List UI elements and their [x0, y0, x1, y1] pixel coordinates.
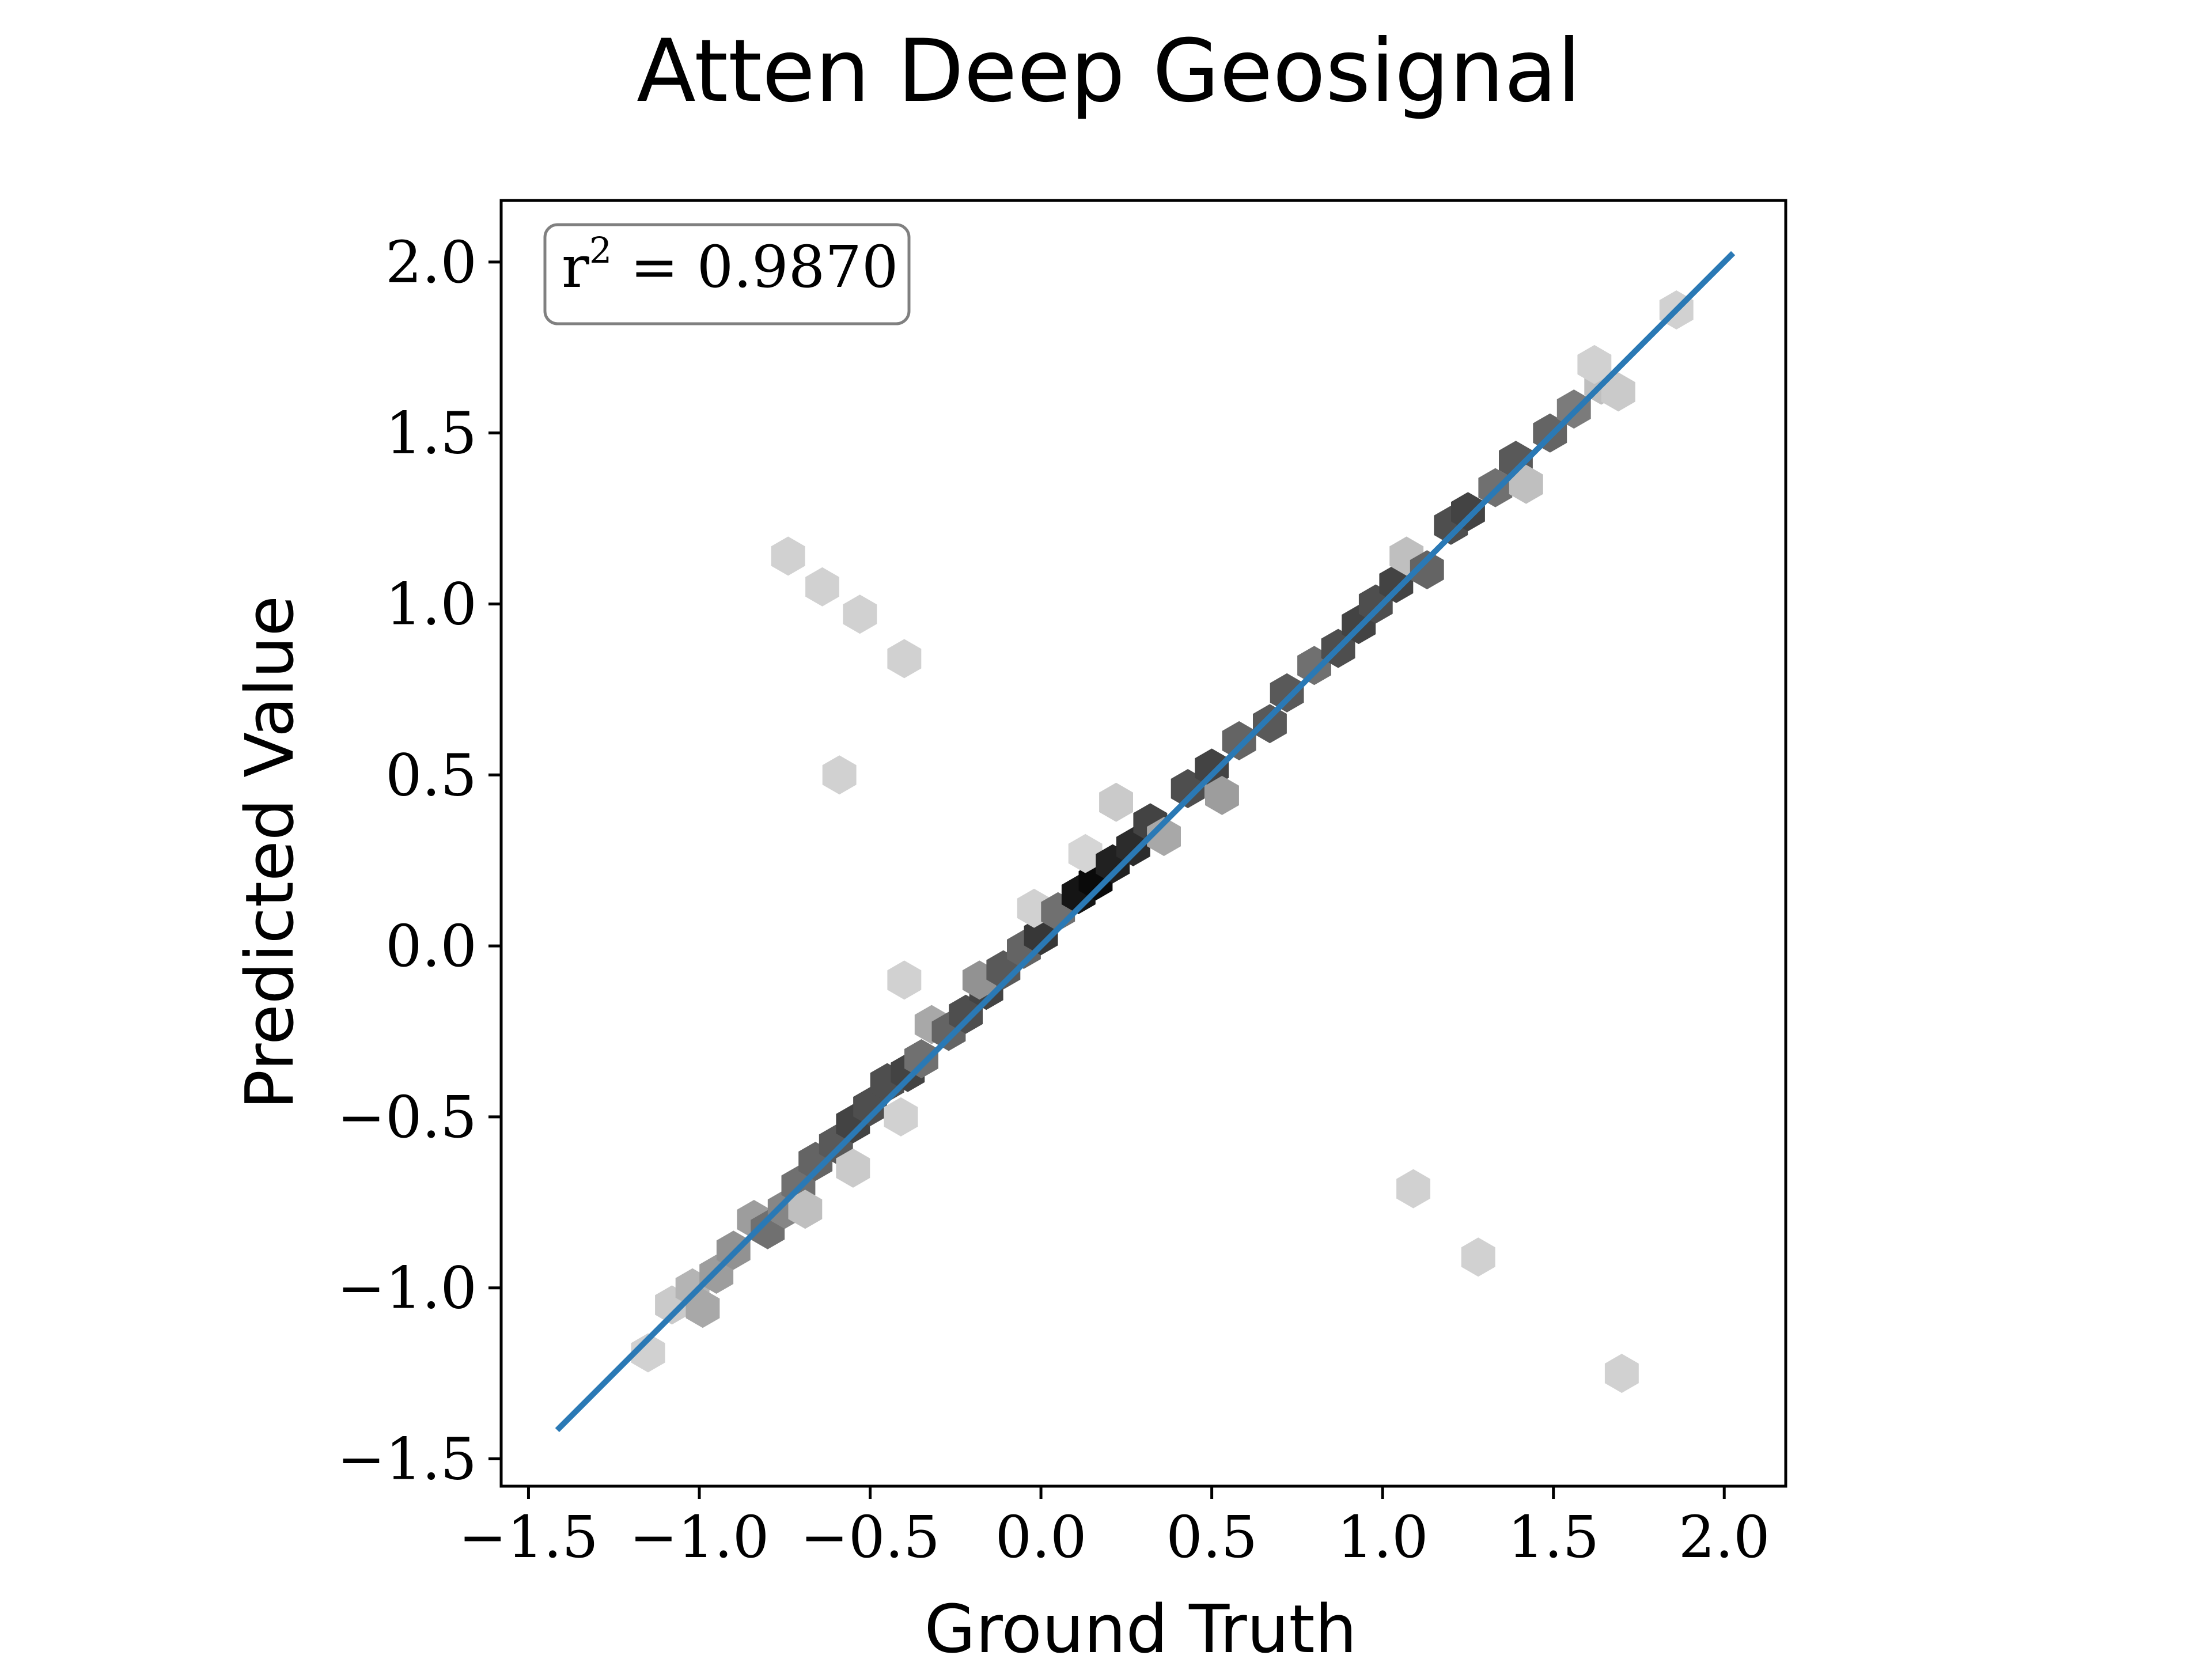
hexbin-cell [887, 639, 922, 679]
hexbin-cell [949, 994, 983, 1034]
hexbin-cell [771, 536, 805, 576]
hexbin-cell [1205, 775, 1239, 815]
annotation-text: r2 = 0.9870 [562, 229, 899, 301]
r2-annotation: r2 = 0.9870 [543, 223, 911, 325]
hexbin-cell [1147, 817, 1181, 857]
annotation-label: r [562, 233, 589, 301]
hexbin-cell [884, 1097, 918, 1137]
hexbin-cell [887, 960, 922, 1000]
x-tick-label: 2.0 [1679, 1503, 1770, 1571]
hexbin-cell [822, 755, 857, 795]
hexbin-cell [1253, 704, 1287, 744]
hexbin-cell [843, 594, 877, 634]
x-tick-label: 1.5 [1508, 1503, 1599, 1571]
hexbin-cell [904, 1039, 938, 1078]
y-tick-label: −1.0 [337, 1255, 477, 1322]
hexbin-cell [1410, 550, 1444, 590]
hexbin-cell [1099, 782, 1133, 822]
x-tick-label: 1.0 [1337, 1503, 1429, 1571]
hexbin-cell [805, 567, 839, 607]
hexbin-layer [631, 290, 1694, 1393]
y-axis: −1.5 −1.0 −0.5 0.0 0.5 1.0 1.5 2.0 [337, 229, 501, 1493]
hexbin-cell [836, 1148, 870, 1188]
hexbin-cell [788, 1190, 823, 1229]
y-tick-label: −1.5 [337, 1426, 477, 1493]
hexbin-cell [685, 1289, 720, 1328]
fit-line [555, 251, 1736, 1433]
x-tick-label: −1.5 [459, 1503, 599, 1571]
annotation-value: = 0.9870 [612, 233, 898, 301]
chart-title: Atten Deep Geosignal [637, 21, 1581, 122]
hexbin-cell [1601, 372, 1635, 412]
x-tick-label: 0.5 [1166, 1503, 1257, 1571]
annotation-box [543, 223, 911, 325]
y-tick-label: 0.5 [385, 741, 477, 809]
hexbin-cell [1451, 492, 1485, 532]
hexbin-cell [1509, 464, 1543, 504]
hexbin-cell [1171, 769, 1205, 808]
hexbin-cell [1461, 1237, 1495, 1277]
x-tick-label: −0.5 [800, 1503, 940, 1571]
hexbin-cell [1270, 673, 1304, 713]
hexbin-cell [1396, 1169, 1430, 1209]
y-tick-label: 2.0 [385, 229, 477, 296]
y-tick-label: 1.0 [385, 570, 477, 638]
y-tick-label: 0.0 [385, 912, 477, 980]
hexbin-cell [1604, 1354, 1639, 1393]
x-axis-label: Ground Truth [924, 1591, 1357, 1659]
y-tick-label: −0.5 [337, 1084, 477, 1151]
y-tick-label: 1.5 [385, 400, 477, 467]
hexbin-cell [1222, 721, 1256, 760]
hexbin-cell [1577, 344, 1612, 384]
x-axis: −1.5 −1.0 −0.5 0.0 0.5 1.0 1.5 2.0 [459, 1486, 1770, 1571]
x-tick-label: −1.0 [630, 1503, 770, 1571]
y-axis-label: Predicted Value [232, 596, 309, 1109]
plot-frame [499, 199, 1787, 1488]
hexbin-cell [631, 1333, 665, 1373]
hexbin-cell [1068, 834, 1103, 873]
x-tick-label: 0.0 [995, 1503, 1087, 1571]
annotation-superscript: 2 [589, 229, 612, 271]
